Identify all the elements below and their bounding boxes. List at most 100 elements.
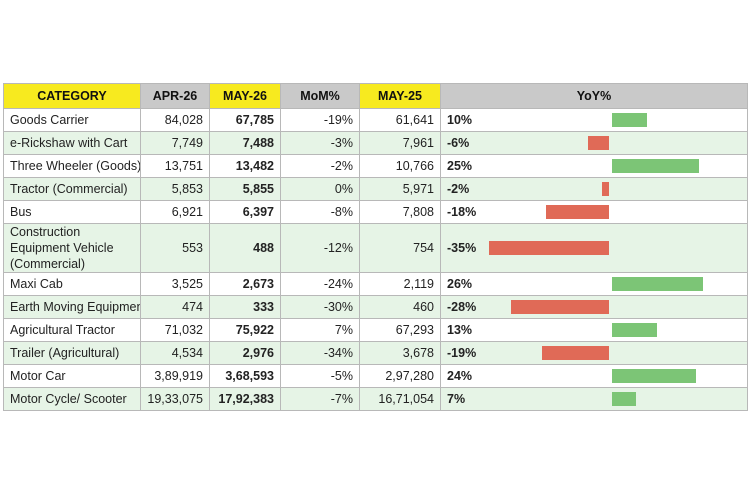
table-body: Goods Carrier 84,028 67,785 -19% 61,641 10% e-… [3, 108, 748, 411]
yoy-bar [611, 113, 647, 127]
category-cell: Construction Equipment Vehicle (Commerci… [3, 223, 141, 273]
yoy-bar [611, 323, 657, 337]
may25-cell: 16,71,054 [359, 387, 441, 411]
yoy-bar [587, 136, 609, 150]
may25-cell: 5,971 [359, 177, 441, 201]
may25-cell: 7,961 [359, 131, 441, 155]
yoy-bar-cell [488, 341, 748, 365]
yoy-bar [611, 369, 696, 383]
apr26-cell: 19,33,075 [140, 387, 210, 411]
table-row: Maxi Cab 3,525 2,673 -24% 2,119 26% [3, 272, 748, 296]
yoy-bar [542, 346, 609, 360]
table-row: Earth Moving Equipment 474 333 -30% 460 -28% [3, 295, 748, 319]
yoy-bar-cell [488, 108, 748, 132]
yoy-cell: -35% [440, 223, 489, 273]
mom-cell: -8% [280, 200, 360, 224]
apr26-cell: 4,534 [140, 341, 210, 365]
mom-cell: -24% [280, 272, 360, 296]
yoy-bar [488, 241, 609, 255]
may25-cell: 61,641 [359, 108, 441, 132]
yoy-bar [601, 182, 609, 196]
mom-cell: 0% [280, 177, 360, 201]
yoy-bar-cell [488, 295, 748, 319]
table-row: Tractor (Commercial) 5,853 5,855 0% 5,971 -2% [3, 177, 748, 201]
mom-cell: -19% [280, 108, 360, 132]
registration-table: CATEGORY APR-26 MAY-26 MoM% MAY-25 YoY% … [3, 83, 748, 411]
may26-cell: 67,785 [209, 108, 281, 132]
yoy-bar-cell [488, 223, 748, 273]
apr26-cell: 71,032 [140, 318, 210, 342]
yoy-cell: 24% [440, 364, 489, 388]
yoy-cell: 13% [440, 318, 489, 342]
apr26-cell: 6,921 [140, 200, 210, 224]
apr26-cell: 84,028 [140, 108, 210, 132]
yoy-bar-cell [488, 387, 748, 411]
table-row: Agricultural Tractor 71,032 75,922 7% 67,293… [3, 318, 748, 342]
category-cell: Tractor (Commercial) [3, 177, 141, 201]
yoy-bar-cell [488, 154, 748, 178]
yoy-cell: -28% [440, 295, 489, 319]
category-cell: Motor Cycle/ Scooter [3, 387, 141, 411]
apr26-cell: 3,89,919 [140, 364, 210, 388]
mom-cell: -34% [280, 341, 360, 365]
table-row: Trailer (Agricultural) 4,534 2,976 -34% 3,67… [3, 341, 748, 365]
header-yoy: YoY% [440, 83, 748, 109]
may25-cell: 754 [359, 223, 441, 273]
table-row: Construction Equipment Vehicle (Commerci… [3, 223, 748, 273]
mom-cell: -2% [280, 154, 360, 178]
mom-cell: -5% [280, 364, 360, 388]
yoy-bar-cell [488, 200, 748, 224]
apr26-cell: 553 [140, 223, 210, 273]
may25-cell: 2,97,280 [359, 364, 441, 388]
category-cell: Bus [3, 200, 141, 224]
category-cell: Earth Moving Equipment [3, 295, 141, 319]
table-row: Motor Car 3,89,919 3,68,593 -5% 2,97,280 24% [3, 364, 748, 388]
mom-cell: -3% [280, 131, 360, 155]
may26-cell: 488 [209, 223, 281, 273]
may26-cell: 3,68,593 [209, 364, 281, 388]
yoy-bar [611, 277, 703, 291]
yoy-bar-cell [488, 364, 748, 388]
yoy-bar [510, 300, 609, 314]
category-cell: Goods Carrier [3, 108, 141, 132]
mom-cell: -30% [280, 295, 360, 319]
header-mom: MoM% [280, 83, 360, 109]
may25-cell: 460 [359, 295, 441, 319]
yoy-cell: 10% [440, 108, 489, 132]
category-cell: Motor Car [3, 364, 141, 388]
table-row: Goods Carrier 84,028 67,785 -19% 61,641 10% [3, 108, 748, 132]
mom-cell: -7% [280, 387, 360, 411]
may26-cell: 17,92,383 [209, 387, 281, 411]
apr26-cell: 13,751 [140, 154, 210, 178]
apr26-cell: 474 [140, 295, 210, 319]
apr26-cell: 7,749 [140, 131, 210, 155]
may26-cell: 2,976 [209, 341, 281, 365]
may26-cell: 13,482 [209, 154, 281, 178]
may26-cell: 6,397 [209, 200, 281, 224]
may25-cell: 2,119 [359, 272, 441, 296]
may26-cell: 7,488 [209, 131, 281, 155]
yoy-bar [611, 159, 699, 173]
yoy-bar [545, 205, 609, 219]
yoy-cell: -2% [440, 177, 489, 201]
apr26-cell: 3,525 [140, 272, 210, 296]
may26-cell: 5,855 [209, 177, 281, 201]
header-may26: MAY-26 [209, 83, 281, 109]
may25-cell: 7,808 [359, 200, 441, 224]
may26-cell: 2,673 [209, 272, 281, 296]
category-cell: Maxi Cab [3, 272, 141, 296]
yoy-bar-cell [488, 318, 748, 342]
may25-cell: 10,766 [359, 154, 441, 178]
table-row: Bus 6,921 6,397 -8% 7,808 -18% [3, 200, 748, 224]
category-cell: Agricultural Tractor [3, 318, 141, 342]
apr26-cell: 5,853 [140, 177, 210, 201]
table-row: Motor Cycle/ Scooter 19,33,075 17,92,383 -7… [3, 387, 748, 411]
may26-cell: 75,922 [209, 318, 281, 342]
header-may25: MAY-25 [359, 83, 441, 109]
yoy-bar-cell [488, 131, 748, 155]
header-row: CATEGORY APR-26 MAY-26 MoM% MAY-25 YoY% [3, 83, 748, 109]
yoy-bar-cell [488, 177, 748, 201]
yoy-cell: -6% [440, 131, 489, 155]
header-category: CATEGORY [3, 83, 141, 109]
category-cell: e-Rickshaw with Cart [3, 131, 141, 155]
